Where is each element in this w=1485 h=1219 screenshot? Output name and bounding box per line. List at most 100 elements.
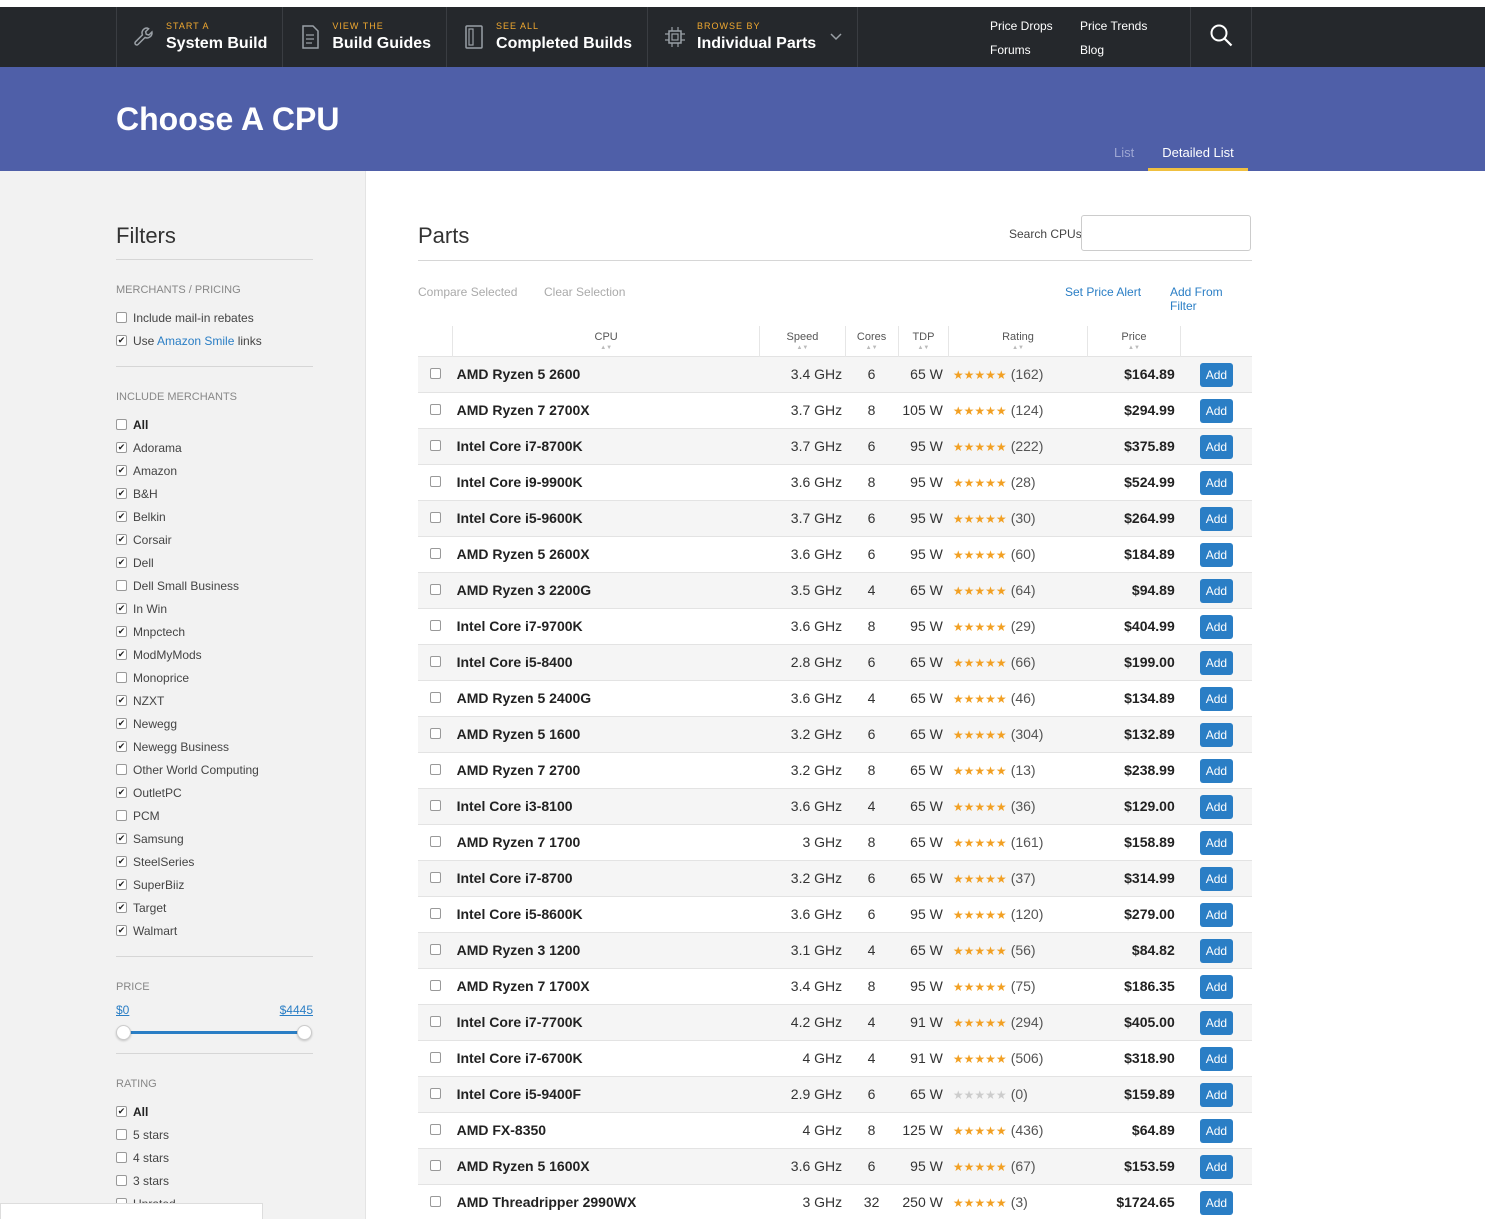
merchant-checkbox[interactable]: ✔ Newegg Business bbox=[116, 735, 313, 758]
add-button[interactable]: Add bbox=[1199, 435, 1234, 459]
checkbox[interactable] bbox=[429, 404, 441, 415]
checkbox[interactable] bbox=[116, 580, 127, 591]
row-select[interactable] bbox=[418, 463, 453, 500]
checkbox[interactable] bbox=[429, 620, 441, 631]
link-forums[interactable]: Forums bbox=[990, 43, 1031, 57]
checkbox[interactable] bbox=[429, 584, 441, 595]
col-cpu[interactable]: CPU ▲▼ bbox=[452, 326, 761, 356]
checkbox[interactable] bbox=[116, 764, 127, 775]
checkbox[interactable]: ✔ bbox=[116, 335, 127, 346]
checkbox[interactable]: ✔ bbox=[116, 626, 127, 637]
row-select[interactable] bbox=[418, 427, 453, 464]
checkbox[interactable] bbox=[429, 368, 441, 379]
cpu-name-link[interactable]: Intel Core i5-8600K bbox=[452, 895, 760, 932]
slider-handle-min[interactable] bbox=[116, 1025, 131, 1040]
row-select[interactable] bbox=[418, 499, 453, 536]
link-price-drops[interactable]: Price Drops bbox=[990, 19, 1053, 33]
merchant-checkbox[interactable]: ✔ Target bbox=[116, 896, 313, 919]
checkbox[interactable] bbox=[116, 672, 127, 683]
add-button[interactable]: Add bbox=[1199, 1155, 1234, 1179]
set-price-alert-link[interactable]: Set Price Alert bbox=[1065, 285, 1142, 299]
row-select[interactable] bbox=[418, 1003, 453, 1040]
tab-detailed-list[interactable]: Detailed List bbox=[1148, 137, 1248, 171]
row-select[interactable] bbox=[418, 1111, 453, 1148]
checkbox[interactable]: ✔ bbox=[116, 488, 127, 499]
checkbox[interactable]: ✔ bbox=[116, 465, 127, 476]
rebates-checkbox[interactable]: Include mail-in rebates bbox=[116, 306, 313, 329]
col-rating[interactable]: Rating ▲▼ bbox=[948, 326, 1088, 356]
checkbox[interactable]: ✔ bbox=[116, 534, 127, 545]
checkbox[interactable] bbox=[429, 1196, 441, 1208]
row-select[interactable] bbox=[418, 679, 453, 716]
cpu-name-link[interactable]: Intel Core i7-8700 bbox=[452, 859, 760, 896]
nav-completed-builds[interactable]: SEE ALL Completed Builds bbox=[446, 7, 647, 67]
checkbox[interactable] bbox=[429, 836, 441, 847]
add-button[interactable]: Add bbox=[1199, 687, 1234, 711]
row-select[interactable] bbox=[418, 967, 453, 1004]
add-button[interactable]: Add bbox=[1199, 1083, 1234, 1107]
checkbox[interactable]: ✔ bbox=[116, 695, 127, 706]
clear-selection-button[interactable]: Clear Selection bbox=[544, 285, 626, 299]
add-button[interactable]: Add bbox=[1199, 795, 1234, 819]
checkbox[interactable]: ✔ bbox=[116, 603, 127, 614]
merchant-checkbox[interactable]: ✔ OutletPC bbox=[116, 781, 313, 804]
add-button[interactable]: Add bbox=[1199, 759, 1234, 783]
row-select[interactable] bbox=[418, 1147, 453, 1184]
add-button[interactable]: Add bbox=[1199, 1011, 1234, 1035]
price-slider[interactable] bbox=[116, 1025, 312, 1040]
checkbox[interactable] bbox=[429, 1160, 441, 1171]
add-button[interactable]: Add bbox=[1199, 831, 1234, 855]
row-select[interactable] bbox=[418, 931, 453, 968]
add-button[interactable]: Add bbox=[1199, 507, 1234, 531]
add-button[interactable]: Add bbox=[1199, 363, 1234, 387]
checkbox[interactable] bbox=[429, 476, 441, 487]
row-select[interactable] bbox=[418, 1183, 453, 1219]
checkbox[interactable] bbox=[429, 1088, 441, 1099]
checkbox[interactable]: ✔ bbox=[116, 649, 127, 660]
cpu-name-link[interactable]: AMD Ryzen 5 2600X bbox=[452, 535, 760, 572]
checkbox[interactable] bbox=[116, 312, 127, 323]
add-button[interactable]: Add bbox=[1199, 903, 1234, 927]
row-select[interactable] bbox=[418, 787, 453, 824]
cpu-name-link[interactable]: AMD Ryzen 5 1600X bbox=[452, 1147, 760, 1184]
cpu-name-link[interactable]: Intel Core i5-9600K bbox=[452, 499, 760, 536]
checkbox[interactable] bbox=[429, 692, 441, 703]
compare-selected-button[interactable]: Compare Selected bbox=[418, 285, 518, 299]
merchant-checkbox[interactable]: ✔ Adorama bbox=[116, 436, 313, 459]
rating-checkbox[interactable]: 5 stars bbox=[116, 1123, 313, 1146]
checkbox[interactable] bbox=[429, 1052, 441, 1063]
cpu-name-link[interactable]: Intel Core i7-9700K bbox=[452, 607, 760, 644]
row-select[interactable] bbox=[418, 643, 453, 680]
merchant-checkbox[interactable]: ✔ Samsung bbox=[116, 827, 313, 850]
merchant-checkbox[interactable]: All bbox=[116, 413, 313, 436]
row-select[interactable] bbox=[418, 751, 453, 788]
cpu-name-link[interactable]: Intel Core i7-6700K bbox=[452, 1039, 760, 1076]
checkbox[interactable]: ✔ bbox=[116, 902, 127, 913]
checkbox[interactable] bbox=[429, 1124, 441, 1135]
cpu-name-link[interactable]: AMD Ryzen 5 2600 bbox=[452, 355, 760, 392]
nav-individual-parts[interactable]: BROWSE BY Individual Parts bbox=[647, 7, 859, 67]
cpu-name-link[interactable]: AMD Ryzen 3 1200 bbox=[452, 931, 760, 968]
cpu-name-link[interactable]: Intel Core i3-8100 bbox=[452, 787, 760, 824]
row-select[interactable] bbox=[418, 895, 453, 932]
row-select[interactable] bbox=[418, 1039, 453, 1076]
merchant-checkbox[interactable]: ✔ Belkin bbox=[116, 505, 313, 528]
checkbox[interactable] bbox=[116, 1129, 127, 1140]
checkbox[interactable]: ✔ bbox=[116, 833, 127, 844]
col-price[interactable]: Price ▲▼ bbox=[1087, 326, 1182, 356]
checkbox[interactable] bbox=[429, 440, 441, 451]
merchant-checkbox[interactable]: Other World Computing bbox=[116, 758, 313, 781]
checkbox[interactable]: ✔ bbox=[116, 741, 127, 752]
cpu-name-link[interactable]: Intel Core i5-9400F bbox=[452, 1075, 760, 1112]
add-button[interactable]: Add bbox=[1199, 543, 1234, 567]
merchant-checkbox[interactable]: ✔ ModMyMods bbox=[116, 643, 313, 666]
row-select[interactable] bbox=[418, 355, 453, 392]
merchant-checkbox[interactable]: ✔ Walmart bbox=[116, 919, 313, 942]
search-input[interactable] bbox=[1081, 215, 1251, 251]
merchant-checkbox[interactable]: ✔ Corsair bbox=[116, 528, 313, 551]
row-select[interactable] bbox=[418, 607, 453, 644]
rating-checkbox[interactable]: 3 stars bbox=[116, 1169, 313, 1192]
merchant-checkbox[interactable]: Dell Small Business bbox=[116, 574, 313, 597]
checkbox[interactable] bbox=[116, 810, 127, 821]
add-button[interactable]: Add bbox=[1199, 867, 1234, 891]
